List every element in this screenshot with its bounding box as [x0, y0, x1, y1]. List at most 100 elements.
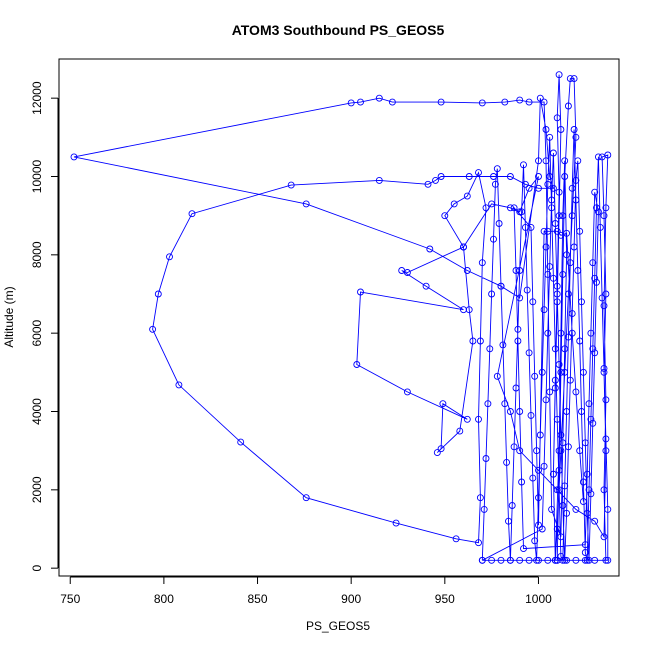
- data-point: [600, 364, 608, 372]
- data-point: [579, 498, 587, 506]
- data-point: [516, 556, 524, 564]
- data-point: [542, 126, 550, 133]
- data-point: [505, 517, 512, 525]
- data-point: [564, 333, 572, 341]
- data-point: [570, 75, 578, 83]
- x-tick-label: 850: [248, 592, 268, 606]
- data-point: [572, 505, 580, 513]
- data-point: [521, 180, 529, 188]
- chart-title: ATOM3 Southbound PS_GEOS5: [232, 22, 445, 38]
- data-point: [516, 447, 524, 455]
- data-point: [424, 180, 432, 188]
- data-point: [551, 220, 559, 227]
- data-point: [540, 462, 548, 470]
- data-point: [564, 443, 572, 451]
- x-tick-label: 900: [341, 592, 361, 606]
- data-point: [549, 184, 557, 192]
- data-point: [527, 223, 535, 231]
- data-point: [542, 396, 550, 404]
- data-point: [553, 525, 561, 533]
- data-point: [602, 447, 610, 455]
- series-layer: [70, 71, 612, 564]
- data-point: [566, 259, 574, 267]
- data-point: [535, 157, 542, 165]
- data-point: [585, 400, 593, 408]
- data-point: [589, 345, 597, 353]
- data-point: [495, 220, 503, 227]
- data-point: [456, 427, 464, 435]
- data-point: [576, 447, 584, 455]
- data-point: [375, 94, 383, 102]
- data-point: [576, 227, 584, 235]
- data-point: [503, 458, 511, 466]
- data-point: [602, 204, 610, 212]
- data-point: [536, 94, 544, 102]
- data-point: [564, 102, 572, 110]
- data-point: [357, 288, 364, 296]
- data-point: [237, 438, 245, 446]
- data-point: [553, 114, 561, 122]
- data-point: [463, 267, 471, 274]
- data-point: [559, 439, 567, 447]
- data-point: [568, 329, 576, 337]
- data-point: [437, 98, 445, 106]
- data-point: [450, 200, 458, 208]
- data-point: [516, 267, 524, 274]
- data-point: [593, 204, 600, 212]
- data-point: [553, 556, 561, 564]
- data-point: [499, 341, 507, 349]
- data-point: [529, 298, 537, 306]
- x-tick-label: 1000: [525, 592, 552, 606]
- data-point: [533, 556, 541, 564]
- data-point: [508, 502, 516, 509]
- data-point: [463, 192, 471, 200]
- data-point: [548, 204, 556, 212]
- data-point: [568, 310, 576, 318]
- data-point: [497, 556, 505, 564]
- y-tick-label: 4000: [30, 398, 44, 425]
- data-point: [551, 556, 559, 564]
- data-point: [433, 449, 441, 457]
- data-point: [563, 556, 571, 564]
- y-tick-label: 6000: [30, 319, 44, 346]
- data-point: [465, 306, 473, 314]
- data-point: [568, 212, 576, 220]
- data-point: [422, 282, 430, 290]
- data-point: [589, 419, 597, 427]
- data-point: [600, 486, 608, 494]
- x-axis-label: PS_GEOS5: [306, 619, 370, 633]
- data-point: [529, 474, 537, 482]
- data-point: [506, 408, 514, 415]
- data-point: [516, 294, 524, 302]
- data-point: [600, 533, 608, 541]
- data-point: [544, 180, 552, 188]
- data-point: [602, 556, 610, 564]
- data-point: [484, 400, 492, 408]
- data-point: [497, 282, 505, 290]
- data-point: [70, 153, 78, 161]
- data-point: [553, 298, 561, 306]
- data-point: [576, 337, 584, 345]
- data-point: [490, 235, 497, 243]
- data-point: [478, 556, 486, 564]
- data-point: [557, 552, 565, 560]
- data-point: [516, 96, 524, 104]
- data-point: [587, 490, 595, 498]
- data-point: [548, 196, 556, 204]
- data-point: [525, 349, 533, 357]
- data-point: [542, 157, 550, 165]
- data-point: [600, 212, 608, 220]
- data-point: [403, 388, 411, 396]
- data-point: [512, 384, 520, 392]
- data-point: [604, 151, 612, 159]
- data-point: [563, 229, 571, 237]
- y-tick-label: 8000: [30, 241, 44, 268]
- data-point: [546, 263, 554, 271]
- data-point: [566, 376, 574, 384]
- data-point: [514, 325, 522, 333]
- data-point: [574, 267, 582, 274]
- data-point: [480, 505, 488, 513]
- data-point: [506, 204, 514, 212]
- data-point: [594, 208, 602, 216]
- data-point: [553, 290, 561, 298]
